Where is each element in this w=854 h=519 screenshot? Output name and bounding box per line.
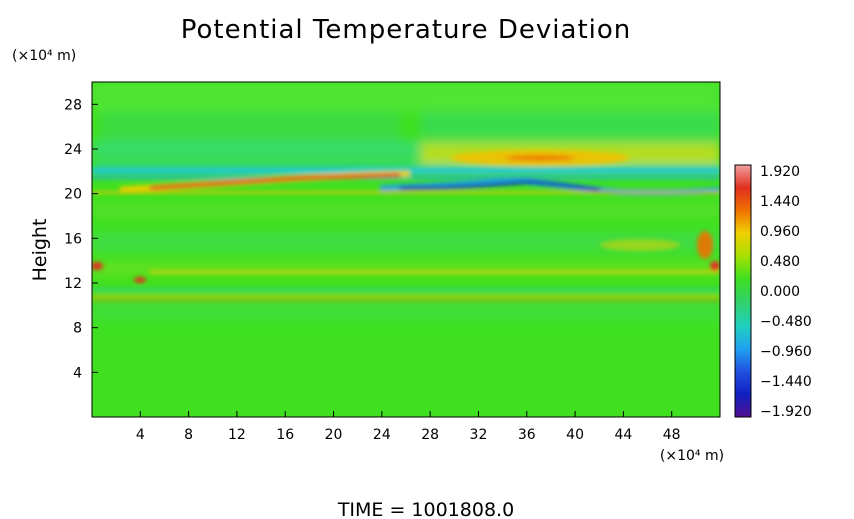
x-tick-label: 12 [228, 427, 246, 443]
colorbar-label: −1.440 [760, 374, 812, 390]
x-tick-label: 48 [663, 427, 681, 443]
contour-features [92, 150, 720, 302]
y-tick-label: 24 [64, 142, 82, 158]
x-unit-label: (×10⁴ m) [660, 448, 724, 464]
y-unit-label: (×10⁴ m) [12, 48, 76, 64]
chart-title: Potential Temperature Deviation [181, 15, 632, 45]
x-tick-label: 44 [614, 427, 632, 443]
y-tick-label: 12 [64, 276, 82, 292]
colorbar-label: 1.920 [760, 164, 800, 180]
colorbar-label: −0.960 [760, 344, 812, 360]
colorbar-label: 1.440 [760, 194, 800, 210]
x-tick-label: 28 [421, 427, 439, 443]
y-tick-label: 20 [64, 187, 82, 203]
y-tick-label: 16 [64, 231, 82, 247]
time-footer: TIME = 1001808.0 [337, 499, 514, 519]
colorbar-label: 0.000 [760, 284, 800, 300]
colorbar-gradient [734, 164, 752, 418]
colorbar-labels: 1.920 1.440 0.960 0.480 0.000 −0.480 −0.960 −1.… [760, 164, 812, 420]
x-tick-label: 4 [136, 427, 145, 443]
x-tick-label: 20 [325, 427, 343, 443]
colorbar-label: −0.480 [760, 314, 812, 330]
colorbar-label: −1.920 [760, 404, 812, 420]
colorbar-label: 0.480 [760, 254, 800, 270]
x-tick-label: 24 [373, 427, 391, 443]
y-tick-label: 4 [73, 365, 82, 381]
colorbar-label: 0.960 [760, 224, 800, 240]
x-tick-label: 40 [566, 427, 584, 443]
x-tick-label: 36 [518, 427, 536, 443]
x-ticks: 4 8 12 16 20 24 28 32 36 40 44 48 [136, 411, 681, 443]
y-tick-label: 8 [73, 321, 82, 337]
plot-frame [91, 81, 721, 418]
x-tick-label: 32 [470, 427, 488, 443]
x-tick-label: 8 [184, 427, 193, 443]
x-tick-label: 16 [276, 427, 294, 443]
colorbar: 1.920 1.440 0.960 0.480 0.000 −0.480 −0.960 −1.… [734, 164, 812, 420]
y-ticks: 4 8 12 16 20 24 28 [64, 97, 98, 381]
plot-area [92, 82, 720, 417]
y-axis-label: Height [29, 219, 51, 282]
y-tick-label: 28 [64, 97, 82, 113]
